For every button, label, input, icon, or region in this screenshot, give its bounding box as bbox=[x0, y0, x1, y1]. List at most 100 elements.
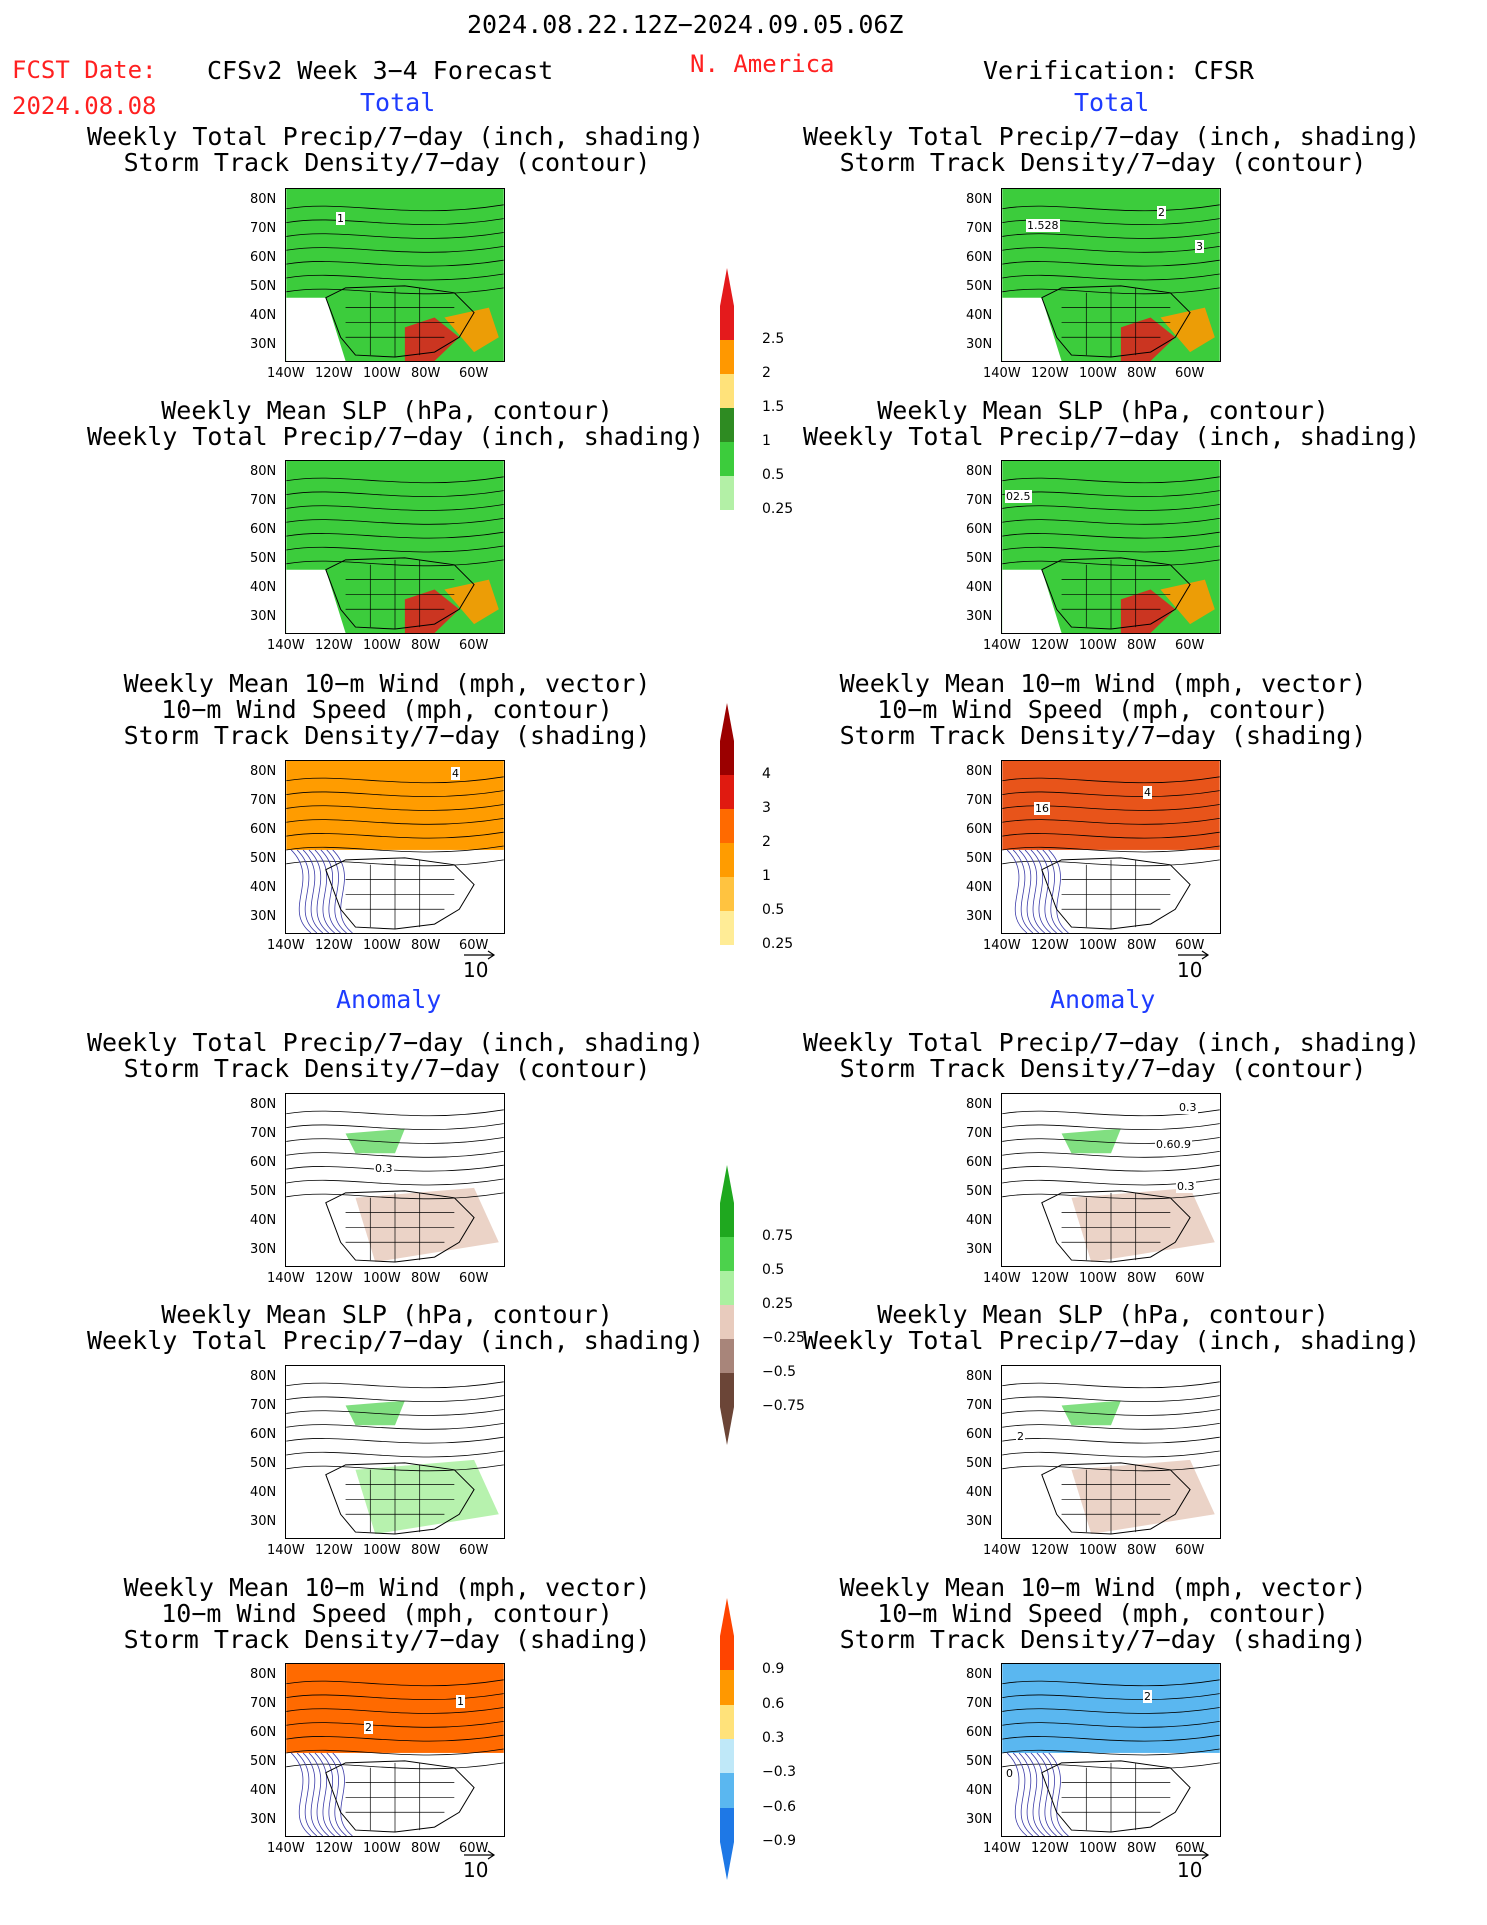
lon-tick-label: 100W bbox=[1079, 638, 1117, 653]
panel-title-line: Weekly Total Precip/7−day (inch, shading… bbox=[803, 1326, 1421, 1355]
contour-label: 1 bbox=[456, 1695, 465, 1708]
lat-tick-label: 50N bbox=[250, 851, 277, 866]
map-panel bbox=[1001, 460, 1221, 634]
lon-tick-label: 140W bbox=[983, 366, 1021, 381]
map-panel bbox=[285, 1365, 505, 1539]
lon-tick-label: 80W bbox=[1127, 938, 1157, 953]
lat-tick-label: 30N bbox=[966, 1242, 993, 1257]
lon-tick-label: 60W bbox=[459, 1841, 489, 1856]
lat-tick-label: 30N bbox=[250, 1812, 277, 1827]
lat-tick-label: 30N bbox=[966, 609, 993, 624]
lon-tick-label: 60W bbox=[1175, 638, 1205, 653]
colorbar-storm-total bbox=[720, 703, 734, 983]
vector-reference-label: 10 bbox=[1177, 958, 1203, 982]
lat-tick-label: 50N bbox=[966, 1754, 993, 1769]
panel-title-line: Storm Track Density/7−day (shading) bbox=[123, 721, 651, 750]
map-panel bbox=[285, 188, 505, 362]
lat-tick-label: 80N bbox=[966, 1369, 993, 1384]
lat-tick-label: 60N bbox=[250, 1155, 277, 1170]
lat-tick-label: 30N bbox=[966, 337, 993, 352]
colorbar-segment bbox=[720, 1339, 734, 1373]
colorbar-top-triangle bbox=[720, 1598, 734, 1636]
lon-tick-label: 80W bbox=[1127, 366, 1157, 381]
region-title: N. America bbox=[690, 50, 835, 78]
colorbar-label: 0.25 bbox=[762, 1296, 794, 1312]
colorbar-label: 0.25 bbox=[762, 501, 794, 517]
panel-title-line: Weekly Mean 10−m Wind (mph, vector) bbox=[123, 1573, 651, 1602]
lat-tick-label: 70N bbox=[966, 1696, 993, 1711]
panel-title-line: Weekly Total Precip/7−day (inch, shading… bbox=[87, 422, 705, 451]
lat-tick-label: 30N bbox=[250, 609, 277, 624]
colorbar-segment bbox=[720, 911, 734, 945]
contour-label: 0.3 bbox=[1178, 1101, 1198, 1114]
contour-label: 16 bbox=[1034, 802, 1050, 815]
lon-tick-label: 120W bbox=[1031, 638, 1069, 653]
lon-tick-label: 80W bbox=[411, 1271, 441, 1286]
panel-title-line: Weekly Mean 10−m Wind (mph, vector) bbox=[839, 1573, 1367, 1602]
panel-title-line: Storm Track Density/7−day (contour) bbox=[839, 148, 1367, 177]
lat-tick-label: 30N bbox=[250, 1514, 277, 1529]
lat-tick-label: 40N bbox=[966, 880, 993, 895]
lat-tick-label: 80N bbox=[966, 1667, 993, 1682]
lat-tick-label: 60N bbox=[966, 1725, 993, 1740]
map-panel bbox=[1001, 188, 1221, 362]
lat-tick-label: 80N bbox=[250, 764, 277, 779]
arrow-right-icon bbox=[1178, 1850, 1210, 1860]
lon-tick-label: 120W bbox=[1031, 1271, 1069, 1286]
lat-tick-label: 40N bbox=[250, 1485, 277, 1500]
colorbar-segment bbox=[720, 1237, 734, 1271]
lon-tick-label: 80W bbox=[411, 366, 441, 381]
panel-title-line: Storm Track Density/7−day (contour) bbox=[123, 148, 651, 177]
contour-label: 2 bbox=[1016, 1430, 1025, 1443]
map-panel bbox=[1001, 1663, 1221, 1837]
colorbar-bottom-triangle bbox=[720, 945, 734, 983]
map-panel bbox=[285, 1093, 505, 1267]
lon-tick-label: 100W bbox=[363, 1271, 401, 1286]
panel-title-line: Storm Track Density/7−day (shading) bbox=[839, 721, 1367, 750]
lat-tick-label: 40N bbox=[250, 308, 277, 323]
colorbar-label: 1 bbox=[762, 433, 771, 449]
lon-tick-label: 120W bbox=[315, 1841, 353, 1856]
vector-reference-label: 10 bbox=[463, 958, 489, 982]
colorbar-segment bbox=[720, 877, 734, 911]
lon-tick-label: 120W bbox=[315, 1543, 353, 1558]
lon-tick-label: 140W bbox=[267, 938, 305, 953]
panel-title-line: Weekly Mean 10−m Wind (mph, vector) bbox=[839, 669, 1367, 698]
colorbar-label: −0.25 bbox=[762, 1330, 805, 1346]
vector-reference-label: 10 bbox=[1177, 1858, 1203, 1882]
lon-tick-label: 60W bbox=[1175, 1841, 1205, 1856]
lat-tick-label: 50N bbox=[250, 551, 277, 566]
lon-tick-label: 100W bbox=[1079, 1543, 1117, 1558]
colorbar-label: −0.3 bbox=[762, 1764, 796, 1781]
colorbar-segment bbox=[720, 843, 734, 877]
lat-tick-label: 30N bbox=[966, 1812, 993, 1827]
colorbar-label: 3 bbox=[762, 800, 771, 816]
panel-title-line: 10−m Wind Speed (mph, contour) bbox=[161, 1599, 613, 1628]
lon-tick-label: 100W bbox=[363, 366, 401, 381]
lat-tick-label: 70N bbox=[250, 221, 277, 236]
lon-tick-label: 100W bbox=[1079, 366, 1117, 381]
colorbar-segment bbox=[720, 1807, 734, 1842]
colorbar-label: 0.5 bbox=[762, 467, 785, 483]
contour-label: 0.60.9 bbox=[1155, 1138, 1192, 1151]
panel-title-line: 10−m Wind Speed (mph, contour) bbox=[877, 695, 1329, 724]
lat-tick-label: 70N bbox=[250, 493, 277, 508]
lon-tick-label: 120W bbox=[1031, 938, 1069, 953]
vector-reference-2: 10 bbox=[1177, 950, 1210, 982]
colorbar-segment bbox=[720, 442, 734, 476]
colorbar-label: 1 bbox=[762, 868, 771, 884]
lon-tick-label: 140W bbox=[983, 938, 1021, 953]
lat-tick-label: 50N bbox=[250, 279, 277, 294]
lat-tick-label: 70N bbox=[966, 793, 993, 808]
map-panel bbox=[1001, 1365, 1221, 1539]
colorbar-label: 0.6 bbox=[762, 1695, 785, 1712]
colorbar-segment bbox=[720, 408, 734, 442]
lat-tick-label: 70N bbox=[250, 793, 277, 808]
colorbar-segment bbox=[720, 1203, 734, 1237]
lat-tick-label: 30N bbox=[250, 1242, 277, 1257]
panel-title-line: Storm Track Density/7−day (contour) bbox=[839, 1054, 1367, 1083]
anomaly-label-left: Anomaly bbox=[336, 985, 442, 1014]
contour-label: 2 bbox=[1143, 1690, 1152, 1703]
lat-tick-label: 40N bbox=[250, 580, 277, 595]
lat-tick-label: 80N bbox=[250, 1369, 277, 1384]
